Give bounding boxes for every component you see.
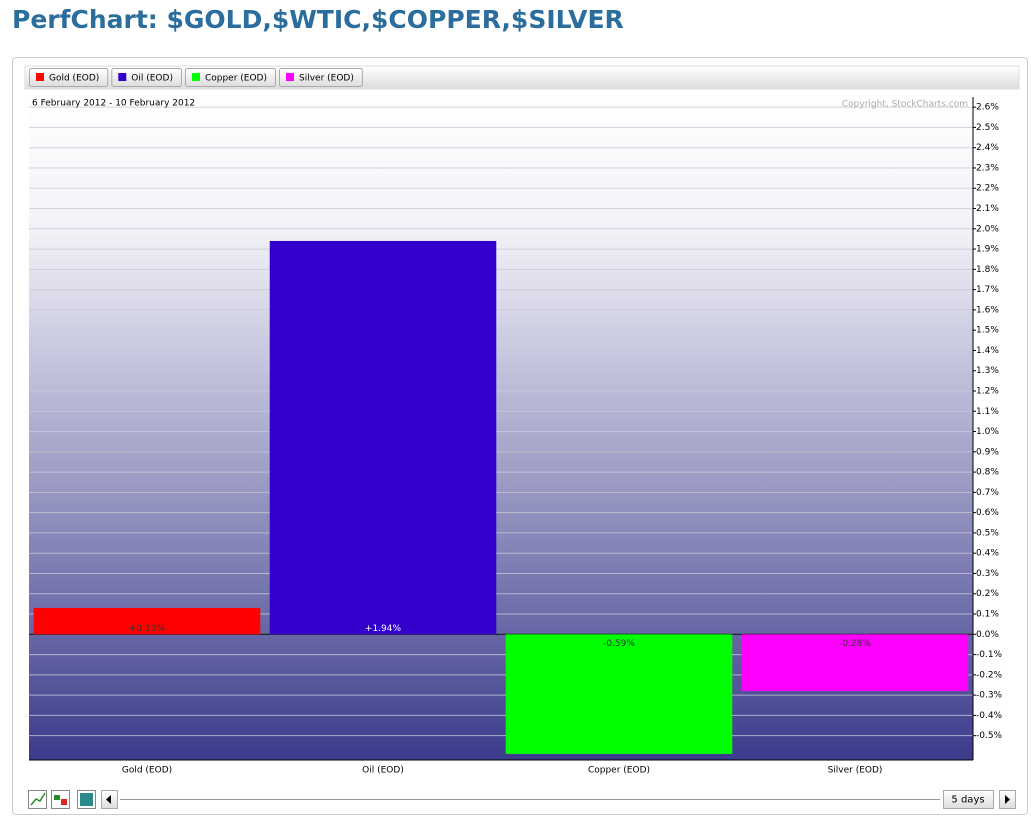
legend-button [279, 68, 363, 87]
y-tick-label: 1.3% [976, 366, 999, 376]
bar-icon [54, 795, 60, 800]
y-tick-label: 2.6% [976, 103, 999, 113]
y-tick-label: 0.6% [976, 508, 999, 518]
y-tick-label: -0.3% [976, 691, 1003, 701]
value-label: -0.28% [839, 639, 871, 649]
line-icon [30, 792, 46, 806]
legend-button [184, 68, 276, 87]
bar [269, 240, 497, 635]
y-tick-label: 2.4% [976, 143, 999, 153]
bottom-controls: 5 days [28, 790, 1016, 809]
y-tick-label: -0.4% [976, 711, 1003, 721]
y-tick-label: 0.9% [976, 447, 999, 457]
legend-swatch [118, 73, 127, 81]
x-tick-label: Gold (EOD) [122, 766, 172, 776]
y-tick-label: 1.8% [976, 265, 999, 275]
value-label: +1.94% [365, 624, 402, 634]
y-tick-label: 0.0% [976, 630, 999, 640]
legend-swatch [36, 73, 44, 81]
bar-icon [61, 799, 67, 805]
value-label: -0.59% [603, 639, 635, 649]
y-tick-label: 2.0% [976, 224, 999, 234]
y-tick-label: 1.6% [976, 305, 999, 315]
x-tick-label: Copper (EOD) [588, 766, 650, 776]
y-tick-label: 0.8% [976, 468, 999, 478]
y-tick-label: 1.1% [976, 407, 999, 417]
y-tick-label: 1.4% [976, 346, 999, 356]
y-tick-label: -0.2% [976, 670, 1003, 680]
arrow-right [1005, 795, 1010, 804]
bar [741, 634, 969, 692]
y-tick-label: 2.5% [976, 123, 999, 133]
bar [505, 634, 733, 754]
bar [33, 607, 261, 635]
legend-label: Oil (EOD) [131, 74, 173, 84]
legend-swatch [191, 73, 200, 81]
y-tick-label: 1.7% [976, 285, 999, 295]
legend-item[interactable]: Copper (EOD) [184, 68, 276, 87]
y-tick-label: 2.3% [976, 163, 999, 173]
date-range: 6 February 2012 - 10 February 2012 [32, 99, 195, 109]
bars: Gold (EOD) +0.13% Oil (EOD) +1.94% Copper (E… [33, 240, 969, 776]
x-tick-label: Oil (EOD) [362, 766, 404, 776]
legend-swatch [286, 73, 294, 81]
y-tick-label: -0.5% [976, 731, 1003, 741]
arrow-left [106, 795, 111, 804]
y-tick-label: 0.2% [976, 589, 999, 599]
y-tick-label: 1.9% [976, 245, 999, 255]
y-tick-label: 1.0% [976, 427, 999, 437]
x-tick-label: Silver (EOD) [828, 766, 883, 776]
copyright: Copyright, StockCharts.com [842, 100, 968, 110]
legend-button [111, 68, 182, 87]
y-tick-label: 0.1% [976, 610, 999, 620]
legend-item[interactable]: Oil (EOD) [111, 68, 182, 87]
y-tick-label: 2.2% [976, 184, 999, 194]
legend-label: Silver (EOD) [299, 74, 354, 84]
y-tick-label: 0.4% [976, 549, 999, 559]
y-tick-label: 1.2% [976, 386, 999, 396]
y-tick-label: 0.7% [976, 488, 999, 498]
legend-item[interactable]: Gold (EOD) [29, 68, 109, 87]
legend-label: Copper (EOD) [205, 74, 267, 84]
legend-button [29, 68, 109, 87]
y-tick-label: 0.5% [976, 528, 999, 538]
y-tick-label: 0.3% [976, 569, 999, 579]
y-tick-label: 2.1% [976, 204, 999, 214]
y-tick-label: -0.1% [976, 650, 1003, 660]
page-title: PerfChart: $GOLD,$WTIC,$COPPER,$SILVER [12, 5, 624, 34]
legend-item[interactable]: Silver (EOD) [279, 68, 363, 87]
legend-label: Gold (EOD) [49, 74, 99, 84]
legend: Gold (EOD) Oil (EOD) Copper (EOD) Silver (E… [29, 68, 363, 87]
range-label: 5 days [951, 795, 984, 806]
y-tick-label: 1.5% [976, 326, 999, 336]
value-label: +0.13% [129, 624, 166, 634]
histogram-icon [80, 793, 93, 806]
range-button[interactable] [943, 790, 994, 809]
